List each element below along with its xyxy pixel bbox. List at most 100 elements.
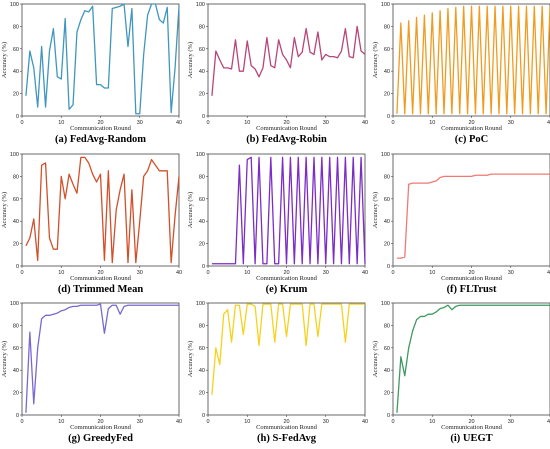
y-axis-title: Accuracy (%) <box>1 42 8 78</box>
x-tick-label: 30 <box>323 270 329 276</box>
x-axis-title: Communication Round <box>441 275 503 282</box>
series-line <box>211 25 366 96</box>
x-tick-label: 30 <box>508 419 514 425</box>
y-tick-label: 60 <box>384 47 390 53</box>
series-line <box>396 5 550 115</box>
x-tick-label: 30 <box>323 120 329 126</box>
y-tick-label: 60 <box>384 346 390 352</box>
y-tick-label: 60 <box>384 197 390 203</box>
x-tick-label: 0 <box>206 270 209 276</box>
y-tick-label: 20 <box>384 242 390 248</box>
y-tick-label: 60 <box>13 47 19 53</box>
y-axis-title: Accuracy (%) <box>372 42 379 78</box>
x-tick-label: 30 <box>137 419 143 425</box>
y-tick-label: 100 <box>381 301 390 307</box>
x-tick-label: 10 <box>244 419 250 425</box>
y-tick-label: 40 <box>199 219 205 225</box>
x-tick-label: 10 <box>58 419 64 425</box>
x-tick-label: 10 <box>429 120 435 126</box>
y-tick-label: 80 <box>384 323 390 329</box>
x-tick-label: 20 <box>283 120 289 126</box>
x-tick-label: 20 <box>468 270 474 276</box>
panel-8: 0 20 40 60 80 100 0 10 20 30 40 Communication Round… <box>187 301 368 444</box>
x-axis-title: Communication Round <box>256 125 318 132</box>
y-tick-label: 40 <box>199 368 205 374</box>
x-tick-label: 0 <box>391 419 394 425</box>
x-tick-label: 40 <box>176 270 182 276</box>
y-tick-label: 0 <box>387 264 390 270</box>
y-tick-label: 40 <box>13 219 19 225</box>
series-line <box>396 304 550 413</box>
y-axis-title: Accuracy (%) <box>372 192 379 228</box>
x-tick-label: 20 <box>468 120 474 126</box>
y-tick-label: 40 <box>384 69 390 75</box>
x-tick-label: 20 <box>97 120 103 126</box>
x-tick-label: 10 <box>58 270 64 276</box>
y-tick-label: 20 <box>13 391 19 397</box>
x-tick-label: 10 <box>429 270 435 276</box>
y-tick-label: 100 <box>10 2 19 8</box>
y-tick-label: 80 <box>199 174 205 180</box>
y-tick-label: 80 <box>13 174 19 180</box>
x-tick-label: 40 <box>547 419 550 425</box>
x-tick-label: 0 <box>206 120 209 126</box>
y-tick-label: 100 <box>196 301 205 307</box>
x-tick-label: 40 <box>176 120 182 126</box>
x-tick-label: 20 <box>283 419 289 425</box>
panel-1: 0 20 40 60 80 100 0 10 20 30 40 Communication Round… <box>1 2 182 145</box>
y-tick-label: 40 <box>384 219 390 225</box>
y-tick-label: 100 <box>381 152 390 158</box>
x-tick-label: 20 <box>97 419 103 425</box>
y-tick-label: 60 <box>199 197 205 203</box>
panel-2: 0 20 40 60 80 100 0 10 20 30 40 Communication Round… <box>187 2 368 145</box>
series-line <box>25 3 180 115</box>
panel-caption: (c) PoC <box>455 134 489 145</box>
y-tick-label: 60 <box>13 346 19 352</box>
y-tick-label: 80 <box>13 24 19 30</box>
panel-4: 0 20 40 60 80 100 0 10 20 30 40 Communication Round… <box>1 152 182 295</box>
x-tick-label: 10 <box>58 120 64 126</box>
x-tick-label: 0 <box>20 120 23 126</box>
panel-6: 0 20 40 60 80 100 0 10 20 30 40 Communication Round… <box>372 152 550 295</box>
y-tick-label: 20 <box>384 391 390 397</box>
panel-caption: (b) FedAvg-Robin <box>246 134 327 145</box>
y-tick-label: 20 <box>199 391 205 397</box>
series-line <box>25 303 179 413</box>
y-tick-label: 100 <box>10 152 19 158</box>
y-tick-label: 80 <box>199 24 205 30</box>
x-tick-label: 20 <box>468 419 474 425</box>
panel-7: 0 20 40 60 80 100 0 10 20 30 40 Communication Round… <box>1 301 182 444</box>
panel-caption: (g) GreedyFed <box>68 433 133 444</box>
series-line <box>25 156 180 264</box>
x-tick-label: 0 <box>206 419 209 425</box>
x-tick-label: 0 <box>20 270 23 276</box>
y-tick-label: 20 <box>13 92 19 98</box>
y-tick-label: 0 <box>16 413 19 419</box>
y-tick-label: 0 <box>387 114 390 120</box>
y-tick-label: 0 <box>202 264 205 270</box>
y-tick-label: 20 <box>199 242 205 248</box>
y-axis-title: Accuracy (%) <box>187 192 194 228</box>
x-tick-label: 40 <box>362 419 368 425</box>
panel-caption: (h) S-FedAvg <box>257 433 317 444</box>
y-axis-title: Accuracy (%) <box>372 341 379 377</box>
x-tick-label: 0 <box>20 419 23 425</box>
y-tick-label: 100 <box>196 2 205 8</box>
panel-caption: (i) UEGT <box>450 433 492 444</box>
panel-3: 0 20 40 60 80 100 0 10 20 30 40 Communication Round… <box>372 2 550 145</box>
plot-frame <box>21 302 180 416</box>
panel-5: 0 20 40 60 80 100 0 10 20 30 40 Communication Round… <box>187 152 368 295</box>
x-tick-label: 30 <box>137 120 143 126</box>
y-tick-label: 60 <box>199 47 205 53</box>
panel-caption: (d) Trimmed Mean <box>58 284 144 295</box>
x-axis-title: Communication Round <box>70 275 132 282</box>
y-axis-title: Accuracy (%) <box>1 192 8 228</box>
x-axis-title: Communication Round <box>441 125 503 132</box>
y-tick-label: 0 <box>16 114 19 120</box>
y-tick-label: 60 <box>199 346 205 352</box>
panel-caption: (f) FLTrust <box>447 284 497 295</box>
y-tick-label: 100 <box>10 301 19 307</box>
y-tick-label: 80 <box>384 24 390 30</box>
y-tick-label: 20 <box>384 92 390 98</box>
